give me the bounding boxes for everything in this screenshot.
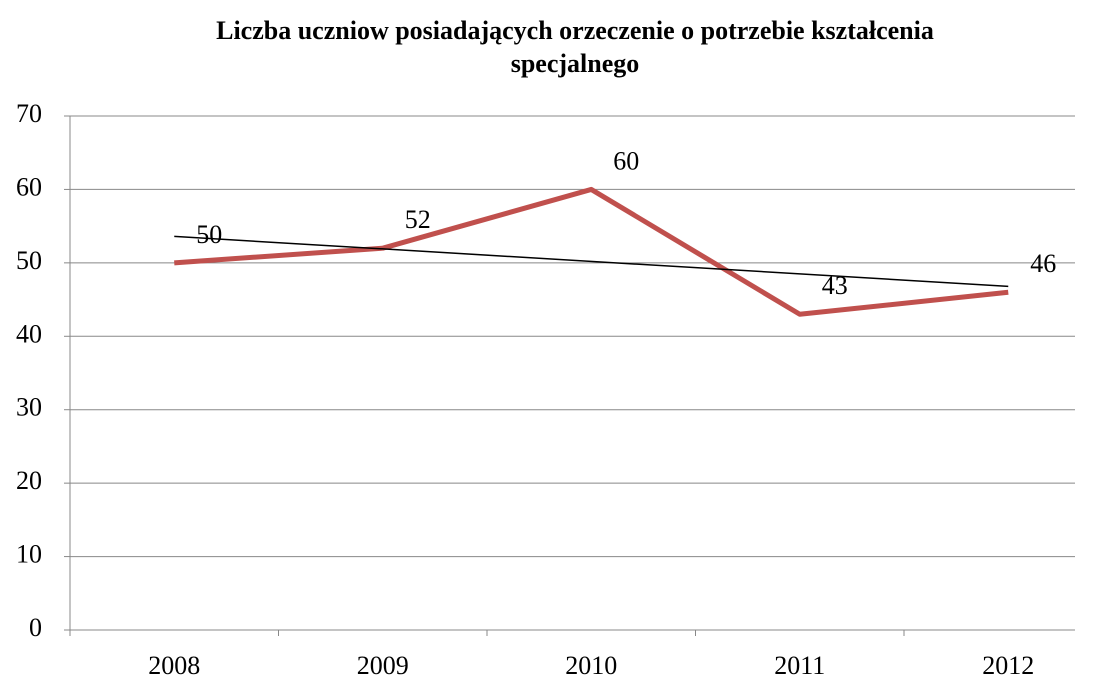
- x-tick-label: 2010: [565, 651, 617, 680]
- data-label: 60: [613, 146, 639, 175]
- y-tick-label: 20: [16, 466, 42, 495]
- x-tick-label: 2011: [774, 651, 825, 680]
- data-label: 52: [405, 205, 431, 234]
- x-tick-label: 2008: [148, 651, 200, 680]
- trend-line: [174, 235, 1009, 288]
- y-tick-label: 30: [16, 393, 42, 422]
- data-label: 43: [822, 271, 848, 300]
- data-line: [174, 186, 1009, 317]
- x-tick-label: 2009: [357, 651, 409, 680]
- chart-title: Liczba uczniow posiadających orzeczenie …: [216, 16, 934, 78]
- data-label: 46: [1030, 249, 1056, 278]
- y-tick-label: 10: [16, 540, 42, 569]
- y-tick-label: 60: [16, 172, 42, 201]
- y-tick-label: 40: [16, 319, 42, 348]
- y-tick-label: 50: [16, 246, 42, 275]
- x-tick-label: 2012: [982, 651, 1034, 680]
- data-label: 50: [196, 220, 222, 249]
- y-tick-label: 0: [29, 613, 42, 642]
- y-tick-label: 70: [16, 99, 42, 128]
